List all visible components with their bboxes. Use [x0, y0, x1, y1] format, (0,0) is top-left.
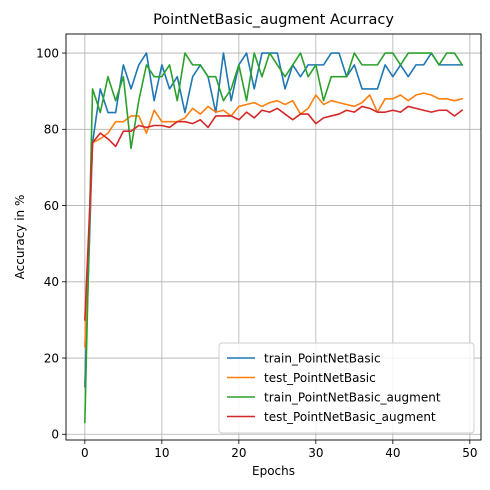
legend-label: test_PointNetBasic_augment: [264, 410, 436, 424]
legend-label: test_PointNetBasic: [264, 371, 376, 385]
y-tick-label: 40: [44, 275, 59, 289]
series-line-train-pointnetbasic: [84, 52, 463, 388]
x-tick-label: 20: [231, 446, 246, 460]
y-tick-label: 60: [44, 199, 59, 213]
series-line-test-pointnetbasic: [84, 92, 464, 348]
legend-box: [218, 342, 475, 434]
chart-title: PointNetBasic_augment Acurracy: [153, 12, 394, 28]
plot-frame: [65, 33, 482, 441]
x-tick-label: 10: [154, 446, 169, 460]
x-axis-label: Epochs: [252, 464, 295, 478]
x-tick-label: 0: [81, 446, 89, 460]
y-axis-label: Accuracy in %: [13, 195, 27, 280]
x-tick-label: 50: [462, 446, 477, 460]
legend-label: train_PointNetBasic: [264, 351, 381, 365]
grid: [66, 34, 481, 440]
y-tick-label: 80: [44, 123, 59, 137]
y-tick-label: 0: [51, 428, 59, 442]
x-tick-label: 30: [308, 446, 323, 460]
ticks: 0 10 20 30 40 50 0 20 40 60 80 100: [36, 46, 477, 460]
series-line-test-pointnetbasic-augment: [84, 105, 464, 321]
y-tick-label: 100: [36, 46, 59, 60]
series-lines: [84, 52, 464, 424]
legend: train_PointNetBasic test_PointNetBasictra…: [218, 342, 475, 434]
legend-label: train_PointNetBasic_augment: [264, 390, 441, 404]
x-tick-label: 40: [385, 446, 400, 460]
series-line-train-pointnetbasic-augment: [84, 52, 464, 424]
y-tick-label: 20: [44, 351, 59, 365]
